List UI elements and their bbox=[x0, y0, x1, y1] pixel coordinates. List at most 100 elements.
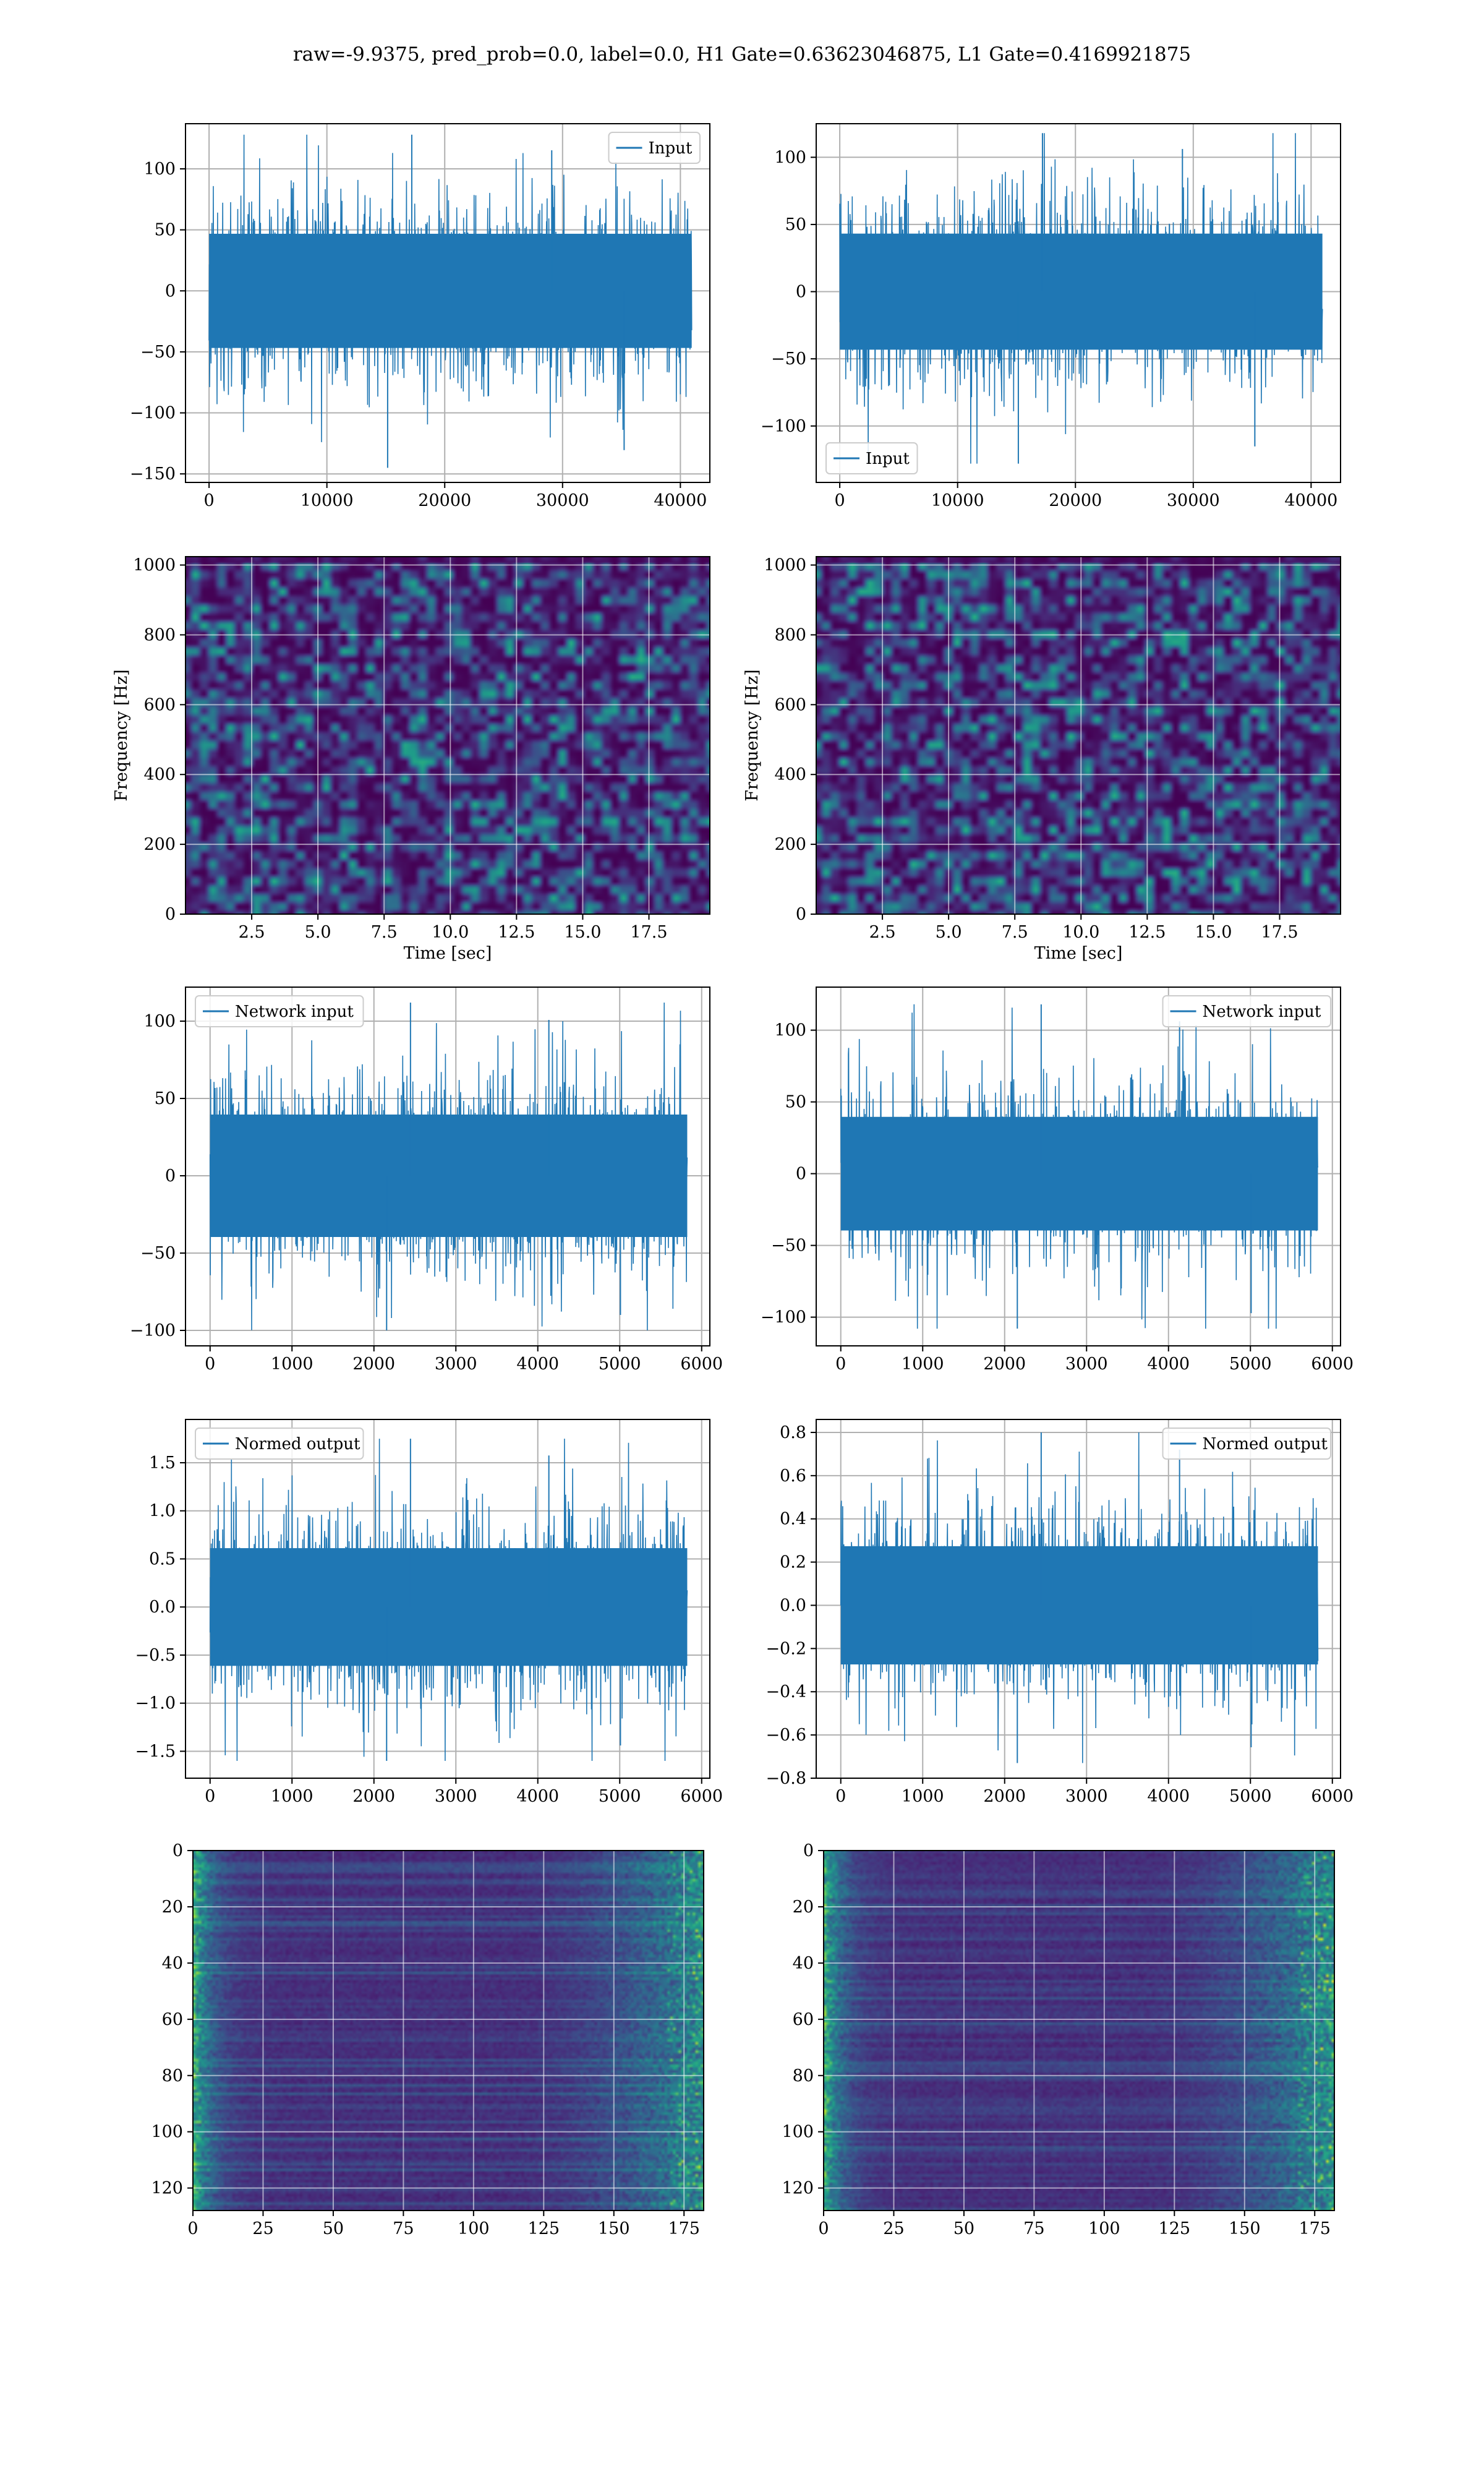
y-tick-label: 50 bbox=[155, 1089, 176, 1108]
y-tick-label: 0 bbox=[165, 905, 176, 924]
x-tick-label: 125 bbox=[1159, 2219, 1191, 2238]
y-axis-label: Frequency [Hz] bbox=[112, 669, 131, 801]
series-dense-band bbox=[840, 233, 1323, 350]
x-tick-label: 150 bbox=[1229, 2219, 1261, 2238]
chart-network-input-h1: 0 1000 2000 3000 4000 5000 6000 −100 −50 0 50 100 Ne… bbox=[130, 987, 723, 1374]
legend: Normed output bbox=[195, 1427, 364, 1460]
y-tick-label: 0.6 bbox=[780, 1466, 806, 1486]
plot-area bbox=[186, 557, 710, 914]
y-tick-label: 60 bbox=[162, 2010, 183, 2029]
plot-area bbox=[816, 124, 1341, 482]
legend-label: Input bbox=[649, 139, 693, 158]
x-tick-label: 2.5 bbox=[239, 923, 265, 942]
axes-frame bbox=[816, 123, 1341, 483]
y-tick-label: −0.5 bbox=[135, 1646, 176, 1665]
y-tick-label: 1000 bbox=[764, 556, 806, 575]
x-tick-label: 30000 bbox=[1167, 491, 1220, 510]
x-tick-label: 6000 bbox=[680, 1787, 723, 1806]
y-tick-label: 100 bbox=[143, 160, 176, 179]
y-tick-label: 600 bbox=[774, 695, 806, 714]
axes-frame bbox=[816, 556, 1341, 915]
x-tick-label: 175 bbox=[668, 2219, 700, 2238]
y-tick-label: 60 bbox=[793, 2010, 814, 2029]
y-tick-label: 20 bbox=[162, 1898, 183, 1917]
legend: Input bbox=[608, 132, 701, 164]
x-tick-label: 10.0 bbox=[1062, 923, 1099, 942]
y-tick-label: 50 bbox=[785, 215, 806, 234]
chart-normed-output-l1: 0 1000 2000 3000 4000 5000 6000 −0.8 −0.6 −0.4 −0.… bbox=[765, 1419, 1354, 1806]
x-tick-label: 125 bbox=[528, 2219, 560, 2238]
legend-box bbox=[195, 1427, 364, 1460]
y-tick-label: 0 bbox=[796, 1165, 806, 1184]
legend-label: Network input bbox=[1203, 1003, 1321, 1021]
chart-spectrogram-l1: 2.5 5.0 7.5 10.0 12.5 15.0 17.5 0 200 400 600 800 10… bbox=[743, 556, 1341, 963]
y-tick-label: −0.4 bbox=[765, 1682, 806, 1701]
x-tick-label: 17.5 bbox=[630, 923, 667, 942]
x-tick-label: 4000 bbox=[1147, 1787, 1190, 1806]
y-tick-label: −0.6 bbox=[765, 1726, 806, 1745]
x-tick-label: 6000 bbox=[1311, 1787, 1354, 1806]
axes-frame bbox=[185, 1419, 710, 1779]
x-tick-label: 5000 bbox=[1229, 1355, 1272, 1374]
x-tick-label: 0 bbox=[835, 1787, 846, 1806]
heatmap-image bbox=[186, 557, 710, 914]
legend-label: Network input bbox=[235, 1003, 354, 1021]
plot-area bbox=[824, 1851, 1334, 2211]
chart-network-input-l1: 0 1000 2000 3000 4000 5000 6000 −100 −50 0 50 100 Ne… bbox=[761, 987, 1354, 1374]
y-tick-label: −0.2 bbox=[765, 1639, 806, 1658]
heatmap-image bbox=[824, 1851, 1334, 2211]
y-tick-label: −1.0 bbox=[135, 1694, 176, 1713]
x-tick-label: 4000 bbox=[516, 1355, 559, 1374]
axes-frame bbox=[816, 987, 1341, 1346]
x-tick-label: 40000 bbox=[1284, 491, 1337, 510]
y-tick-label: 0.5 bbox=[149, 1549, 176, 1569]
y-tick-label: −50 bbox=[771, 1236, 806, 1256]
legend-label: Normed output bbox=[1203, 1435, 1328, 1453]
y-tick-label: 120 bbox=[151, 2179, 183, 2198]
y-tick-label: 0.2 bbox=[780, 1553, 806, 1572]
y-tick-label: 0.0 bbox=[149, 1598, 176, 1617]
y-tick-label: 0.4 bbox=[780, 1510, 806, 1529]
x-tick-label: 5000 bbox=[1229, 1787, 1272, 1806]
series-dense-band bbox=[210, 1548, 688, 1666]
x-tick-label: 3000 bbox=[1065, 1355, 1108, 1374]
x-tick-label: 0 bbox=[818, 2219, 829, 2238]
y-tick-label: 800 bbox=[774, 625, 806, 644]
x-tick-label: 3000 bbox=[1065, 1787, 1108, 1806]
legend: Input bbox=[825, 442, 918, 474]
x-tick-label: 50 bbox=[323, 2219, 344, 2238]
x-tick-label: 0 bbox=[187, 2219, 198, 2238]
x-tick-label: 10.0 bbox=[432, 923, 469, 942]
y-tick-label: 1.5 bbox=[149, 1453, 176, 1473]
x-tick-label: 5.0 bbox=[936, 923, 962, 942]
y-tick-label: 200 bbox=[774, 835, 806, 854]
x-tick-label: 5000 bbox=[599, 1355, 641, 1374]
y-tick-label: 50 bbox=[155, 221, 176, 240]
x-axis-label: Time [sec] bbox=[404, 944, 492, 963]
x-tick-label: 20000 bbox=[1049, 491, 1102, 510]
x-tick-label: 0 bbox=[205, 1355, 215, 1374]
x-tick-label: 0 bbox=[205, 1787, 215, 1806]
x-tick-label: 25 bbox=[883, 2219, 904, 2238]
y-tick-label: 0 bbox=[796, 905, 806, 924]
y-tick-label: 200 bbox=[143, 835, 176, 854]
x-tick-label: 50 bbox=[953, 2219, 974, 2238]
y-tick-label: 50 bbox=[785, 1093, 806, 1112]
axes-frame bbox=[816, 1419, 1341, 1779]
y-tick-label: 400 bbox=[143, 765, 176, 784]
y-tick-label: 80 bbox=[162, 2066, 183, 2086]
y-tick-label: −50 bbox=[140, 1244, 176, 1263]
heatmap-image bbox=[816, 557, 1341, 914]
x-tick-label: 3000 bbox=[435, 1787, 477, 1806]
y-tick-label: 800 bbox=[143, 625, 176, 644]
x-tick-label: 5000 bbox=[599, 1787, 641, 1806]
y-tick-label: −100 bbox=[761, 1308, 806, 1327]
x-tick-label: 0 bbox=[835, 491, 845, 510]
x-tick-label: 3000 bbox=[435, 1355, 477, 1374]
plot-area bbox=[186, 1419, 710, 1778]
y-tick-label: 40 bbox=[793, 1954, 814, 1973]
figure-suptitle: raw=-9.9375, pred_prob=0.0, label=0.0, H… bbox=[293, 43, 1191, 66]
x-tick-label: 25 bbox=[252, 2219, 273, 2238]
plot-area bbox=[816, 1419, 1341, 1778]
